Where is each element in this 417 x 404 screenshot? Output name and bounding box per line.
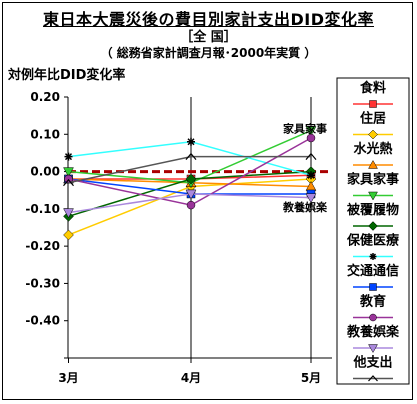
legend-label: 教育: [359, 294, 386, 310]
series-5-point: [187, 137, 195, 146]
y-axis-label: 対例年比DID変化率: [8, 68, 126, 83]
x-tick-label: 4月: [181, 371, 201, 385]
series-9-point: [305, 152, 317, 161]
series-4-point: [185, 173, 197, 185]
series-line-9: [68, 155, 311, 184]
series-7-point: [306, 133, 316, 143]
y-tick-label: 0.10: [30, 127, 60, 141]
y-tick-label: -0.30: [25, 276, 60, 290]
series-7-point: [186, 200, 196, 210]
series-8-point: [305, 193, 317, 204]
series-8-point: [185, 189, 197, 200]
legend-marker: [368, 191, 378, 201]
series-3-point: [305, 126, 317, 137]
chart-annotation: 家具家事: [283, 122, 327, 136]
legend-label: 食料: [360, 80, 386, 96]
series-8-point: [63, 208, 74, 219]
legend-label: 家具家事: [347, 172, 399, 188]
legend-label: 教養娯楽: [346, 324, 400, 340]
legend-label: 交通通信: [347, 263, 399, 279]
x-tick-label: 5月: [301, 371, 321, 385]
series-9-point: [63, 178, 74, 187]
legend-label: 保健医療: [346, 233, 400, 249]
x-tick-label: 3月: [58, 371, 78, 385]
series-1-point: [63, 229, 74, 241]
legend-marker: [369, 313, 377, 322]
series-5-point: [307, 171, 315, 180]
legend-marker: [368, 375, 378, 382]
legend-marker: [369, 100, 377, 108]
legend-label: 被覆履物: [346, 202, 399, 218]
chart-annotation: 教養娯楽: [282, 200, 328, 214]
y-tick-label: 0.00: [30, 165, 60, 179]
series-9-point: [185, 152, 197, 161]
chart-title: 東日本大震災後の費目別家計支出DID変化率: [42, 10, 375, 29]
chart-subtitle-source: （ 総務省家計調査月報･2000年実質 ）: [100, 46, 317, 60]
y-tick-label: -0.40: [25, 314, 60, 328]
legend-label: 住居: [360, 111, 386, 127]
legend-marker: [368, 129, 378, 140]
legend-marker: [369, 283, 377, 291]
chart-subtitle-region: ［全 国］: [180, 30, 237, 45]
series-3-point: [63, 167, 74, 178]
legend-box: [336, 77, 410, 385]
series-5-point: [64, 152, 73, 161]
legend-label: 他支出: [352, 355, 392, 371]
y-tick-label: -0.10: [25, 202, 60, 216]
legend-marker: [368, 221, 378, 231]
y-tick-label: -0.20: [25, 239, 60, 253]
y-tick-label: 0.20: [30, 90, 60, 104]
legend-marker: [368, 159, 378, 169]
legend-label: 水光熱: [353, 141, 392, 157]
legend-marker: [368, 344, 378, 354]
chart-frame: [2, 2, 413, 400]
legend-marker: [369, 253, 377, 260]
